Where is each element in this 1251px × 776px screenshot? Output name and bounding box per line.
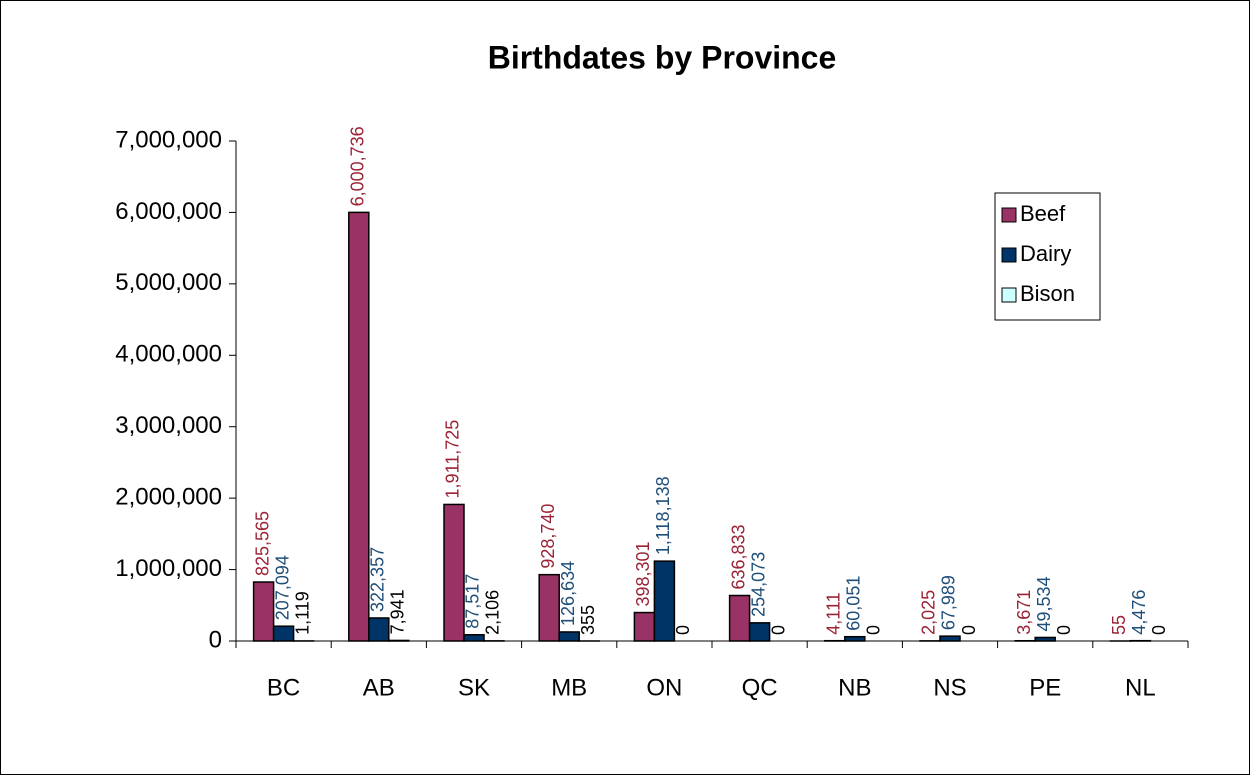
y-tick-label: 5,000,000 <box>115 269 222 296</box>
legend-label: Bison <box>1020 281 1075 306</box>
y-tick-label: 3,000,000 <box>115 412 222 439</box>
legend-swatch <box>1001 207 1017 223</box>
bar <box>558 631 580 642</box>
data-label: 0 <box>673 625 693 635</box>
legend-swatch <box>1001 287 1017 303</box>
bar <box>748 622 771 642</box>
y-tick-label: 2,000,000 <box>115 483 222 510</box>
data-label: 4,111 <box>824 592 844 634</box>
data-label: 126,634 <box>558 561 578 626</box>
y-tick-label: 0 <box>209 626 222 653</box>
bar <box>348 211 370 642</box>
legend-label: Dairy <box>1020 241 1071 266</box>
bar <box>252 581 275 642</box>
data-label: 3,671 <box>1014 590 1034 635</box>
data-label: 928,740 <box>538 504 558 569</box>
data-label: 1,118,138 <box>653 476 673 555</box>
y-tick-label: 1,000,000 <box>115 555 222 582</box>
bar <box>388 639 410 642</box>
data-label: 207,094 <box>272 555 292 620</box>
data-label: 60,051 <box>844 576 864 631</box>
bar <box>633 611 656 642</box>
data-label: 7,941 <box>388 589 408 634</box>
data-label: 6,000,736 <box>348 126 368 206</box>
x-tick-label: QC <box>742 674 778 701</box>
data-label: 2,106 <box>483 590 503 635</box>
y-tick-label: 6,000,000 <box>115 198 222 225</box>
data-label: 0 <box>1149 625 1169 635</box>
bar <box>1034 636 1056 642</box>
data-label: 67,989 <box>939 575 959 630</box>
legend-label: Beef <box>1020 201 1066 226</box>
legend-swatch <box>1001 247 1017 263</box>
x-tick-label: BC <box>267 674 300 701</box>
bar <box>443 503 465 642</box>
data-label: 825,565 <box>252 511 272 576</box>
data-label: 254,073 <box>748 552 768 617</box>
bar <box>368 617 390 642</box>
x-tick-label: NS <box>933 674 966 701</box>
y-tick-label: 7,000,000 <box>115 126 222 153</box>
x-tick-label: PE <box>1029 674 1061 701</box>
data-label: 55 <box>1109 615 1129 635</box>
data-label: 0 <box>864 625 884 635</box>
y-tick-label: 4,000,000 <box>115 341 222 368</box>
bar <box>463 633 485 642</box>
data-label: 0 <box>959 625 979 635</box>
bar <box>844 635 866 642</box>
x-tick-label: NB <box>838 674 871 701</box>
data-label: 4,476 <box>1129 590 1149 635</box>
data-label: 0 <box>1054 625 1074 635</box>
x-tick-label: NL <box>1125 674 1156 701</box>
bar <box>653 560 676 642</box>
data-label: 49,534 <box>1034 576 1054 631</box>
x-tick-label: ON <box>646 674 682 701</box>
data-label: 2,025 <box>919 590 939 635</box>
x-tick-label: SK <box>458 674 490 701</box>
data-label: 355 <box>578 605 598 635</box>
x-tick-label: MB <box>551 674 587 701</box>
data-label: 87,517 <box>463 574 483 629</box>
bar <box>728 594 751 642</box>
bar <box>272 625 295 642</box>
data-label: 636,833 <box>728 524 748 589</box>
data-label: 0 <box>768 625 788 635</box>
chart-title: Birthdates by Province <box>488 39 837 75</box>
data-label: 322,357 <box>368 547 388 612</box>
data-label: 1,911,725 <box>443 420 463 499</box>
data-label: 398,301 <box>633 541 653 606</box>
data-label: 1,119 <box>292 591 312 635</box>
bar <box>939 635 961 642</box>
bar <box>538 573 560 642</box>
x-tick-label: AB <box>363 674 395 701</box>
